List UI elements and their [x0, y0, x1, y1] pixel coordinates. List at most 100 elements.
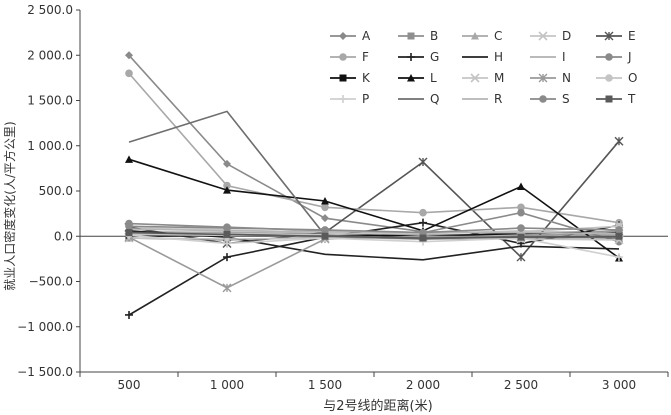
- series-f-point: [125, 69, 133, 78]
- series-t-point: [321, 232, 329, 240]
- series-t-point: [615, 232, 623, 240]
- series-t-point: [223, 230, 231, 238]
- series-f-point: [419, 208, 427, 217]
- series-t-point: [517, 233, 525, 241]
- y-tick-label: −500.0: [29, 275, 73, 289]
- series-f-point: [223, 181, 231, 190]
- series-r-line: [128, 228, 620, 235]
- series-f-line: [128, 72, 620, 224]
- series-l-point: [125, 155, 133, 163]
- legend-swatch-marker: [538, 31, 548, 41]
- series-a: [125, 51, 623, 243]
- series-l-point: [321, 196, 329, 205]
- y-tick-label: 0.0: [54, 229, 73, 243]
- legend-item-s: S: [530, 92, 570, 106]
- legend-label: I: [562, 50, 566, 64]
- x-tick-label: 2 500: [504, 378, 538, 392]
- legend-item-n: N: [530, 71, 571, 85]
- legend-label: B: [430, 29, 438, 43]
- legend-label: G: [430, 50, 439, 64]
- legend-swatch-marker: [339, 95, 347, 103]
- legend-label: E: [628, 29, 636, 43]
- series-a-line: [128, 54, 620, 239]
- series-l: [125, 155, 623, 262]
- y-tick-label: −1 000.0: [17, 320, 73, 334]
- series-o-line: [128, 225, 620, 237]
- legend-label: S: [562, 92, 570, 106]
- series-s-point: [321, 226, 329, 234]
- legend-swatch-marker: [604, 31, 614, 41]
- legend-swatch-marker: [539, 95, 547, 103]
- legend-item-a: A: [330, 29, 371, 43]
- legend-item-t: T: [596, 92, 636, 106]
- legend-item-p: P: [330, 92, 369, 106]
- series-f-point: [321, 203, 329, 212]
- series-t-point: [125, 229, 133, 237]
- legend-label: M: [494, 71, 504, 85]
- series-a-point: [321, 214, 329, 223]
- series-p-point: [615, 253, 623, 262]
- legend-swatch-marker: [470, 73, 480, 83]
- series-s-point: [615, 226, 623, 234]
- series-g-point: [223, 253, 231, 262]
- series-s-point: [517, 224, 525, 232]
- legend-item-h: H: [462, 50, 503, 64]
- legend-label: J: [627, 50, 632, 64]
- series-f: [125, 69, 623, 227]
- x-tick-label: 3 000: [602, 378, 636, 392]
- series-s-point: [223, 224, 231, 232]
- legend-swatch-marker: [407, 53, 415, 61]
- legend-item-d: D: [530, 29, 571, 43]
- series-p-point: [223, 239, 231, 248]
- legend-label: H: [494, 50, 503, 64]
- series-g-point: [419, 218, 427, 227]
- series-a-point: [125, 51, 133, 60]
- legend: A B C D E F G H I J K L M N O P Q R S T: [330, 29, 637, 106]
- series-s: [125, 222, 623, 237]
- series-l-line: [128, 158, 620, 259]
- legend-item-b: B: [398, 29, 438, 43]
- legend-label: O: [628, 71, 637, 85]
- series-f-point: [517, 203, 525, 212]
- legend-item-q: Q: [398, 92, 439, 106]
- series-r: [128, 228, 620, 235]
- legend-swatch-marker: [605, 95, 613, 103]
- legend-item-r: R: [462, 92, 502, 106]
- legend-item-k: K: [330, 71, 371, 85]
- legend-label: R: [494, 92, 502, 106]
- legend-swatch-marker: [605, 53, 613, 61]
- x-axis-label: 与2号线的距离(米): [323, 398, 432, 414]
- x-tick-label: 500: [118, 378, 141, 392]
- legend-swatch-marker: [339, 53, 347, 61]
- legend-item-e: E: [596, 29, 636, 43]
- legend-swatch-marker: [407, 32, 415, 40]
- y-tick-label: 1 000.0: [27, 139, 73, 153]
- series-l-point: [223, 186, 231, 194]
- legend-item-f: F: [330, 50, 369, 64]
- series-g-point: [125, 310, 133, 319]
- x-tick-label: 2 000: [406, 378, 440, 392]
- legend-swatch-marker: [339, 74, 347, 82]
- series-s-line: [128, 225, 620, 234]
- legend-item-j: J: [596, 50, 632, 64]
- series-e: [124, 136, 624, 262]
- series-t-line: [128, 231, 620, 239]
- legend-label: K: [362, 71, 371, 85]
- legend-label: P: [362, 92, 369, 106]
- legend-label: Q: [430, 92, 439, 106]
- legend-label: N: [562, 71, 571, 85]
- series-s-point: [125, 222, 133, 231]
- legend-label: D: [562, 29, 571, 43]
- series-j-point: [517, 208, 525, 217]
- series-n-point: [222, 283, 232, 293]
- x-tick-label: 1 500: [308, 378, 342, 392]
- y-tick-label: 2 500.0: [27, 3, 73, 17]
- x-tick-label: 1 000: [210, 378, 244, 392]
- legend-swatch-marker: [339, 32, 347, 40]
- legend-label: T: [627, 92, 636, 106]
- y-tick-label: 2 000.0: [27, 48, 73, 62]
- y-tick-label: 500.0: [39, 184, 73, 198]
- legend-item-i: I: [530, 50, 566, 64]
- legend-swatch-marker: [605, 74, 613, 82]
- legend-swatch-marker: [538, 73, 548, 83]
